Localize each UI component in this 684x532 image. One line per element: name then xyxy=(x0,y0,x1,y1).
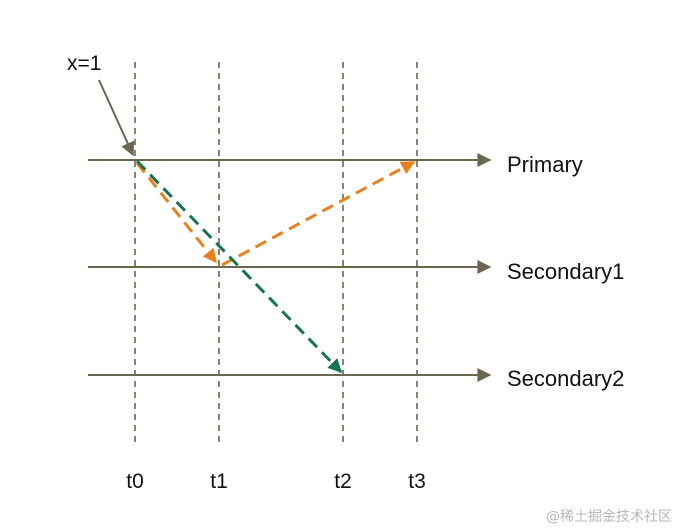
node-label-primary: Primary xyxy=(507,152,583,177)
time-label-t0: t0 xyxy=(126,470,144,493)
initial-write-arrow xyxy=(98,79,135,157)
node-label-secondary2: Secondary2 xyxy=(507,366,624,391)
message-secondary1-to-primary xyxy=(221,160,416,267)
initial-write-label: x=1 xyxy=(67,52,101,75)
time-label-t3: t3 xyxy=(408,470,426,493)
message-primary-to-secondary1 xyxy=(135,162,218,264)
time-label-t1: t1 xyxy=(210,470,228,493)
message-primary-to-secondary2 xyxy=(135,159,343,374)
watermark: @稀土掘金技术社区 xyxy=(546,509,672,525)
time-label-t2: t2 xyxy=(334,470,352,493)
node-label-secondary1: Secondary1 xyxy=(507,259,624,284)
